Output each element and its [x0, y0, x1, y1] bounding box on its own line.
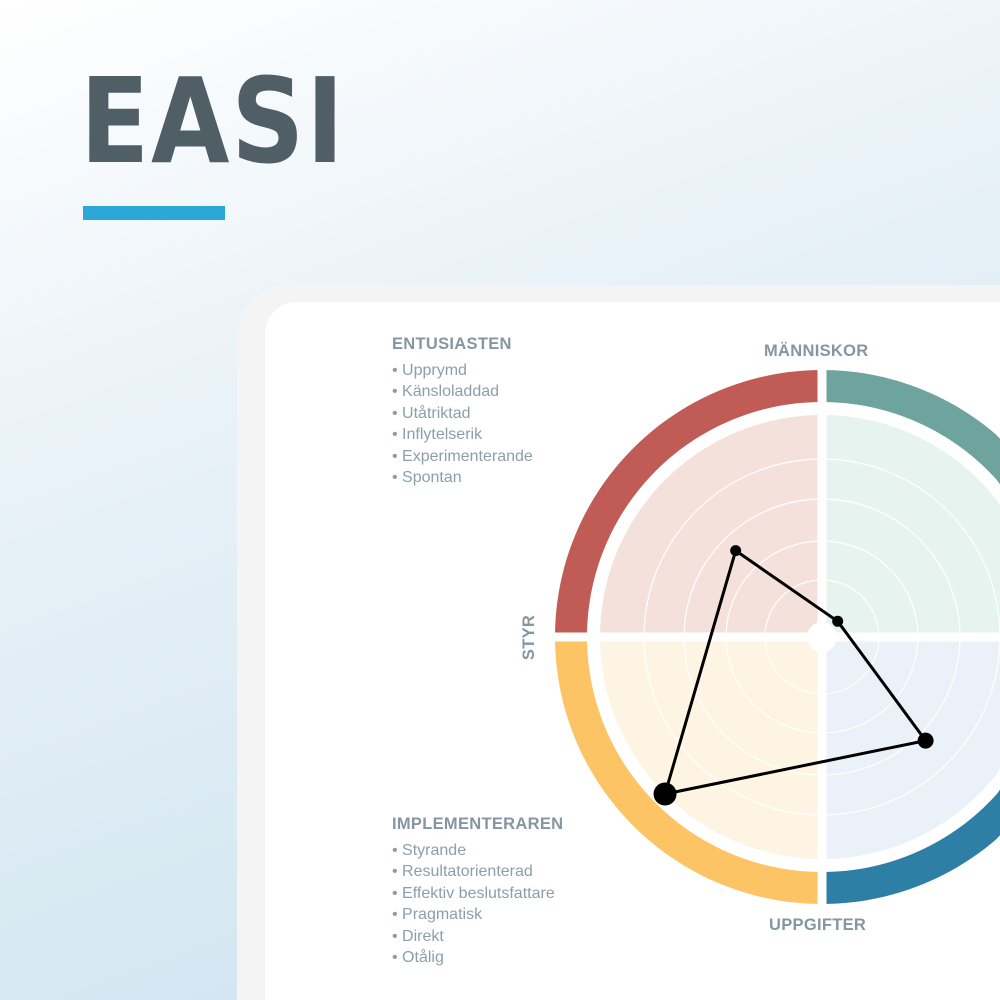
profile-point-bottom-right: [917, 732, 934, 749]
list-item: Pragmatisk: [392, 904, 563, 926]
quadrant-fill-bottom-right: [822, 637, 1000, 859]
quadrant-fill-top-left: [600, 415, 822, 637]
quadrant-ring-top-right: [822, 370, 1000, 637]
list-item: Direkt: [392, 926, 563, 948]
center-circle: [807, 622, 837, 652]
quadrant-ring-bottom-right: [822, 637, 1000, 904]
quadrant-ring-top-left: [555, 370, 822, 637]
quadrant-divider-horizontal: [553, 632, 1000, 642]
profile-point-top-left: [730, 545, 742, 557]
profile-point-top-right: [832, 615, 844, 627]
quadrant-fill-top-right: [822, 415, 1000, 637]
list-item: Styrande: [392, 840, 563, 862]
axis-label-top: MÄNNISKOR: [764, 342, 869, 360]
list-item: Inflytelserik: [392, 424, 533, 446]
group-entusiasten: ENTUSIASTEN Upprymd Känsloladdad Utåtrik…: [392, 334, 533, 489]
list-item: Experimenterande: [392, 446, 533, 468]
group-heading: IMPLEMENTERAREN: [392, 815, 564, 833]
list-item: Effektiv beslutsfattare: [392, 883, 563, 905]
quadrant-ring-bottom-left: [555, 637, 822, 904]
quadrant-fill-bottom-left: [600, 637, 822, 859]
group-heading: ENTUSIASTEN: [392, 335, 512, 353]
title-accent-bar: [83, 206, 225, 220]
list-item: Utåtriktad: [392, 403, 533, 425]
list-item: Spontan: [392, 467, 533, 489]
group-implementeraren: IMPLEMENTERAREN Styrande Resultatoriente…: [392, 814, 563, 969]
list-item: Resultatorienterad: [392, 861, 563, 883]
list-item: Upprymd: [392, 360, 533, 382]
list-item: Känsloladdad: [392, 381, 533, 403]
list-item: Otålig: [392, 947, 563, 969]
axis-label-left: STYR: [520, 614, 539, 661]
axis-label-bottom: UPPGIFTER: [769, 916, 867, 934]
page-title: EASI: [80, 52, 346, 190]
profile-point-bottom-left: [653, 782, 677, 806]
